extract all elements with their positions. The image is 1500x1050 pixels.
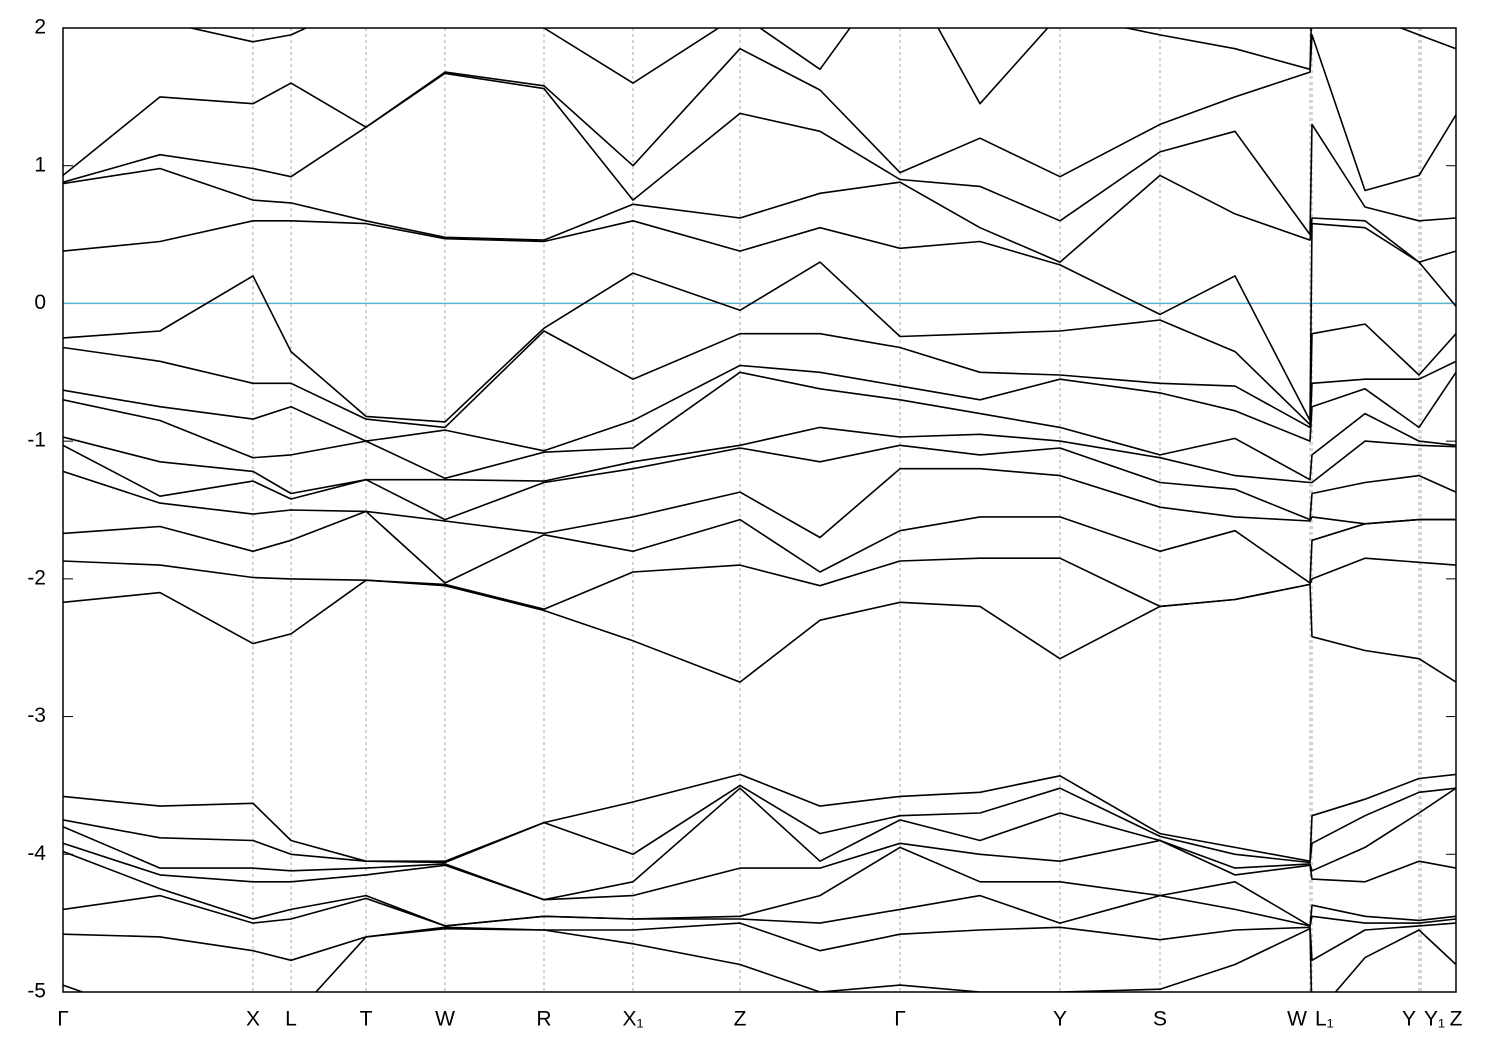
x-tick-label: Y₁ [1424,1008,1445,1031]
x-tick-label: S [1153,1008,1167,1031]
band-line [63,371,1456,481]
band-line [63,922,1456,962]
band-line [63,557,1456,610]
x-tick-label: Z [1450,1008,1463,1031]
band-line [63,72,1456,236]
band-line [63,444,1456,521]
band-line [63,846,1456,927]
band-line [63,34,1456,192]
x-tick-label: Z [734,1008,747,1031]
x-tick-label: W [435,1008,455,1031]
y-tick-label: -4 [27,842,46,865]
x-tick-label: Γ [894,1008,906,1031]
band-line [63,167,1456,263]
plot-frame [62,27,1457,993]
x-tick-label: T [360,1008,373,1031]
x-tick-label: X [246,1008,260,1031]
y-tick-label: 0 [34,291,46,314]
y-tick-label: -3 [27,704,46,727]
band-line [63,927,1456,992]
band-line [187,28,1456,105]
band-line [63,364,1456,452]
band-line [63,261,1456,426]
bands [63,28,1456,992]
x-tick-label: R [536,1008,551,1031]
y-tick-label: 1 [34,153,46,176]
band-line [63,784,1456,864]
band-line [63,330,1456,429]
band-line [63,579,1456,683]
band-line [63,894,1456,927]
band-line [63,773,1456,862]
y-tick-label: 2 [34,16,46,39]
band-line [63,510,1456,584]
x-tick-label: Y [1402,1008,1416,1031]
band-line [63,426,1456,495]
x-tick-label: X₁ [622,1008,643,1031]
band-line [63,787,1456,901]
y-tick-label: -5 [27,980,46,1003]
x-tick-label: L₁ [1315,1008,1334,1031]
band-line [63,467,1456,539]
band-line [63,220,1456,422]
x-tick-label: W [1287,1008,1307,1031]
x-tick-label: Y [1053,1008,1067,1031]
x-tick-label: Γ [57,1008,69,1031]
y-tick-label: -2 [27,566,46,589]
y-tick-label: -1 [27,429,46,452]
x-tick-label: L [285,1008,297,1031]
band-line [63,839,1456,901]
